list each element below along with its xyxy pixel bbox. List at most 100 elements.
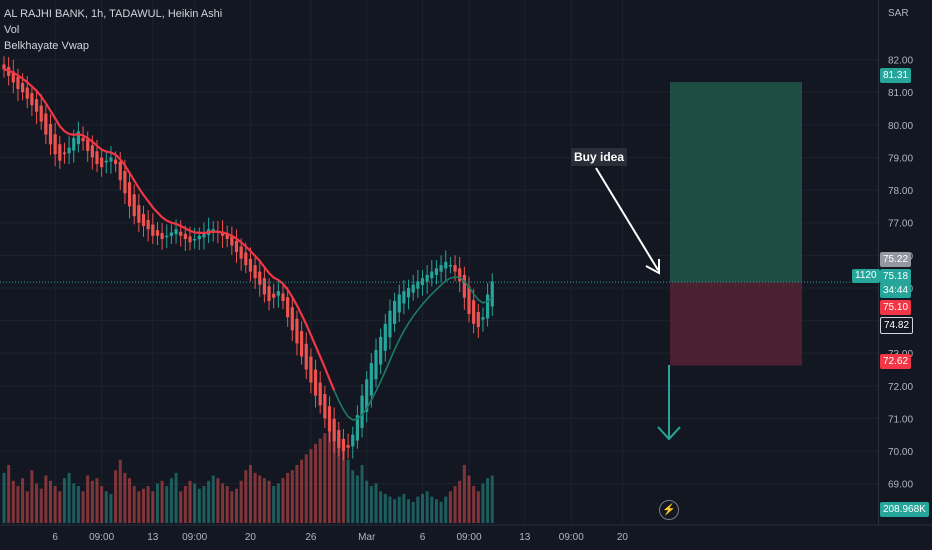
volume-bar [11,480,15,523]
volume-bar [197,488,201,523]
volume-bar [462,464,466,523]
buy-idea-label[interactable]: Buy idea [571,148,628,166]
candle-body [258,271,262,285]
volume-bar [402,493,406,523]
volume-bar [155,483,159,523]
candle-body [318,382,322,406]
symbol-title[interactable]: AL RAJHI BANK, 1h, TADAWUL, Heikin Ashi [4,8,223,20]
volume-bar [151,491,155,523]
candle-body [365,379,369,412]
volume-bar [444,496,448,523]
candle-body [123,171,127,194]
volume-bar [328,428,331,523]
volume-bar [486,478,490,523]
volume-bar [346,459,350,523]
price-tick-label: 77.00 [888,219,913,230]
volume-bar [25,491,29,523]
candle-body [286,297,290,318]
candle-body [183,233,187,240]
candle-body [90,145,94,158]
volume-bar [421,493,424,523]
volume-bar [58,491,62,523]
volume-bar [379,491,383,523]
volume-bar [202,486,206,523]
volume-bar [388,496,392,523]
stop-price-tag: 72.62 [880,354,912,369]
current-price-tag: 75.18 [880,269,912,284]
volume-bar [439,501,443,523]
price-tick-label: 78.00 [888,186,913,197]
candle-body [118,161,122,181]
candle-body [411,284,415,293]
volume-bar [341,449,345,523]
candle-body [244,252,248,266]
volume-bar [309,449,313,523]
price-tick-label: 69.00 [888,480,913,491]
volume-bar [467,475,471,523]
candle-body [276,291,280,296]
candle-body [100,157,104,168]
volume-bar [132,486,136,523]
indicator-label[interactable]: Belkhayate Vwap [4,40,89,52]
price-tick-label: 72.00 [888,382,913,393]
volume-bar [230,491,234,523]
lightning-icon[interactable]: ⚡ [659,500,679,520]
candle-body [434,268,439,275]
candle-body [114,159,118,164]
candle-body [95,151,99,164]
candle-body [309,356,313,383]
candle-body [341,438,346,452]
candle-body [239,246,243,259]
volume-bar [272,486,276,523]
volume-bar [104,491,108,523]
candle-body [290,307,294,331]
candle-body [34,99,39,112]
volume-bar [267,480,271,523]
time-tick-label: 09:00 [182,532,207,543]
volume-bar [430,496,434,523]
volume-bar [337,438,341,523]
volume-bar [239,480,243,523]
stop-zone [670,282,802,366]
candle-body [16,76,20,89]
candle-body [11,71,15,83]
price-tick-label: 71.00 [888,414,913,425]
volume-bar [290,470,294,523]
candle-body [383,323,387,351]
candle-body [2,64,6,70]
candle-body [248,258,253,272]
volume-tag: 208.968K [880,502,929,517]
time-tick-label: 20 [617,532,629,543]
low-price-tag: 74.82 [880,317,914,334]
candle-body [458,268,462,282]
candle-body [281,293,285,301]
volume-bar [248,464,252,523]
candle-body [67,147,71,154]
time-tick-label: 6 [420,532,426,543]
volume-bar [62,478,66,523]
volume-label[interactable]: Vol [4,24,20,36]
time-tick-label: 09:00 [89,532,114,543]
volume-bar [295,464,299,523]
price-axis[interactable] [878,0,932,525]
volume-bar [332,433,336,523]
volume-bar [374,483,378,523]
candle-body [127,182,132,207]
candle-body [444,261,448,269]
candle-body [262,278,266,295]
volume-bar [235,488,238,523]
candle-body [109,157,113,162]
volume-bar [365,480,369,523]
volume-bar [351,470,355,523]
candle-body [313,369,318,396]
volume-bar [397,496,401,523]
volume-bar [253,472,257,523]
down-arrow-head [657,426,681,441]
vwap-line-down [3,68,336,391]
volume-bar [35,483,39,523]
volume-bar [453,486,457,523]
volume-bar [355,475,359,523]
candle-body [406,287,411,298]
candle-body [300,331,304,357]
